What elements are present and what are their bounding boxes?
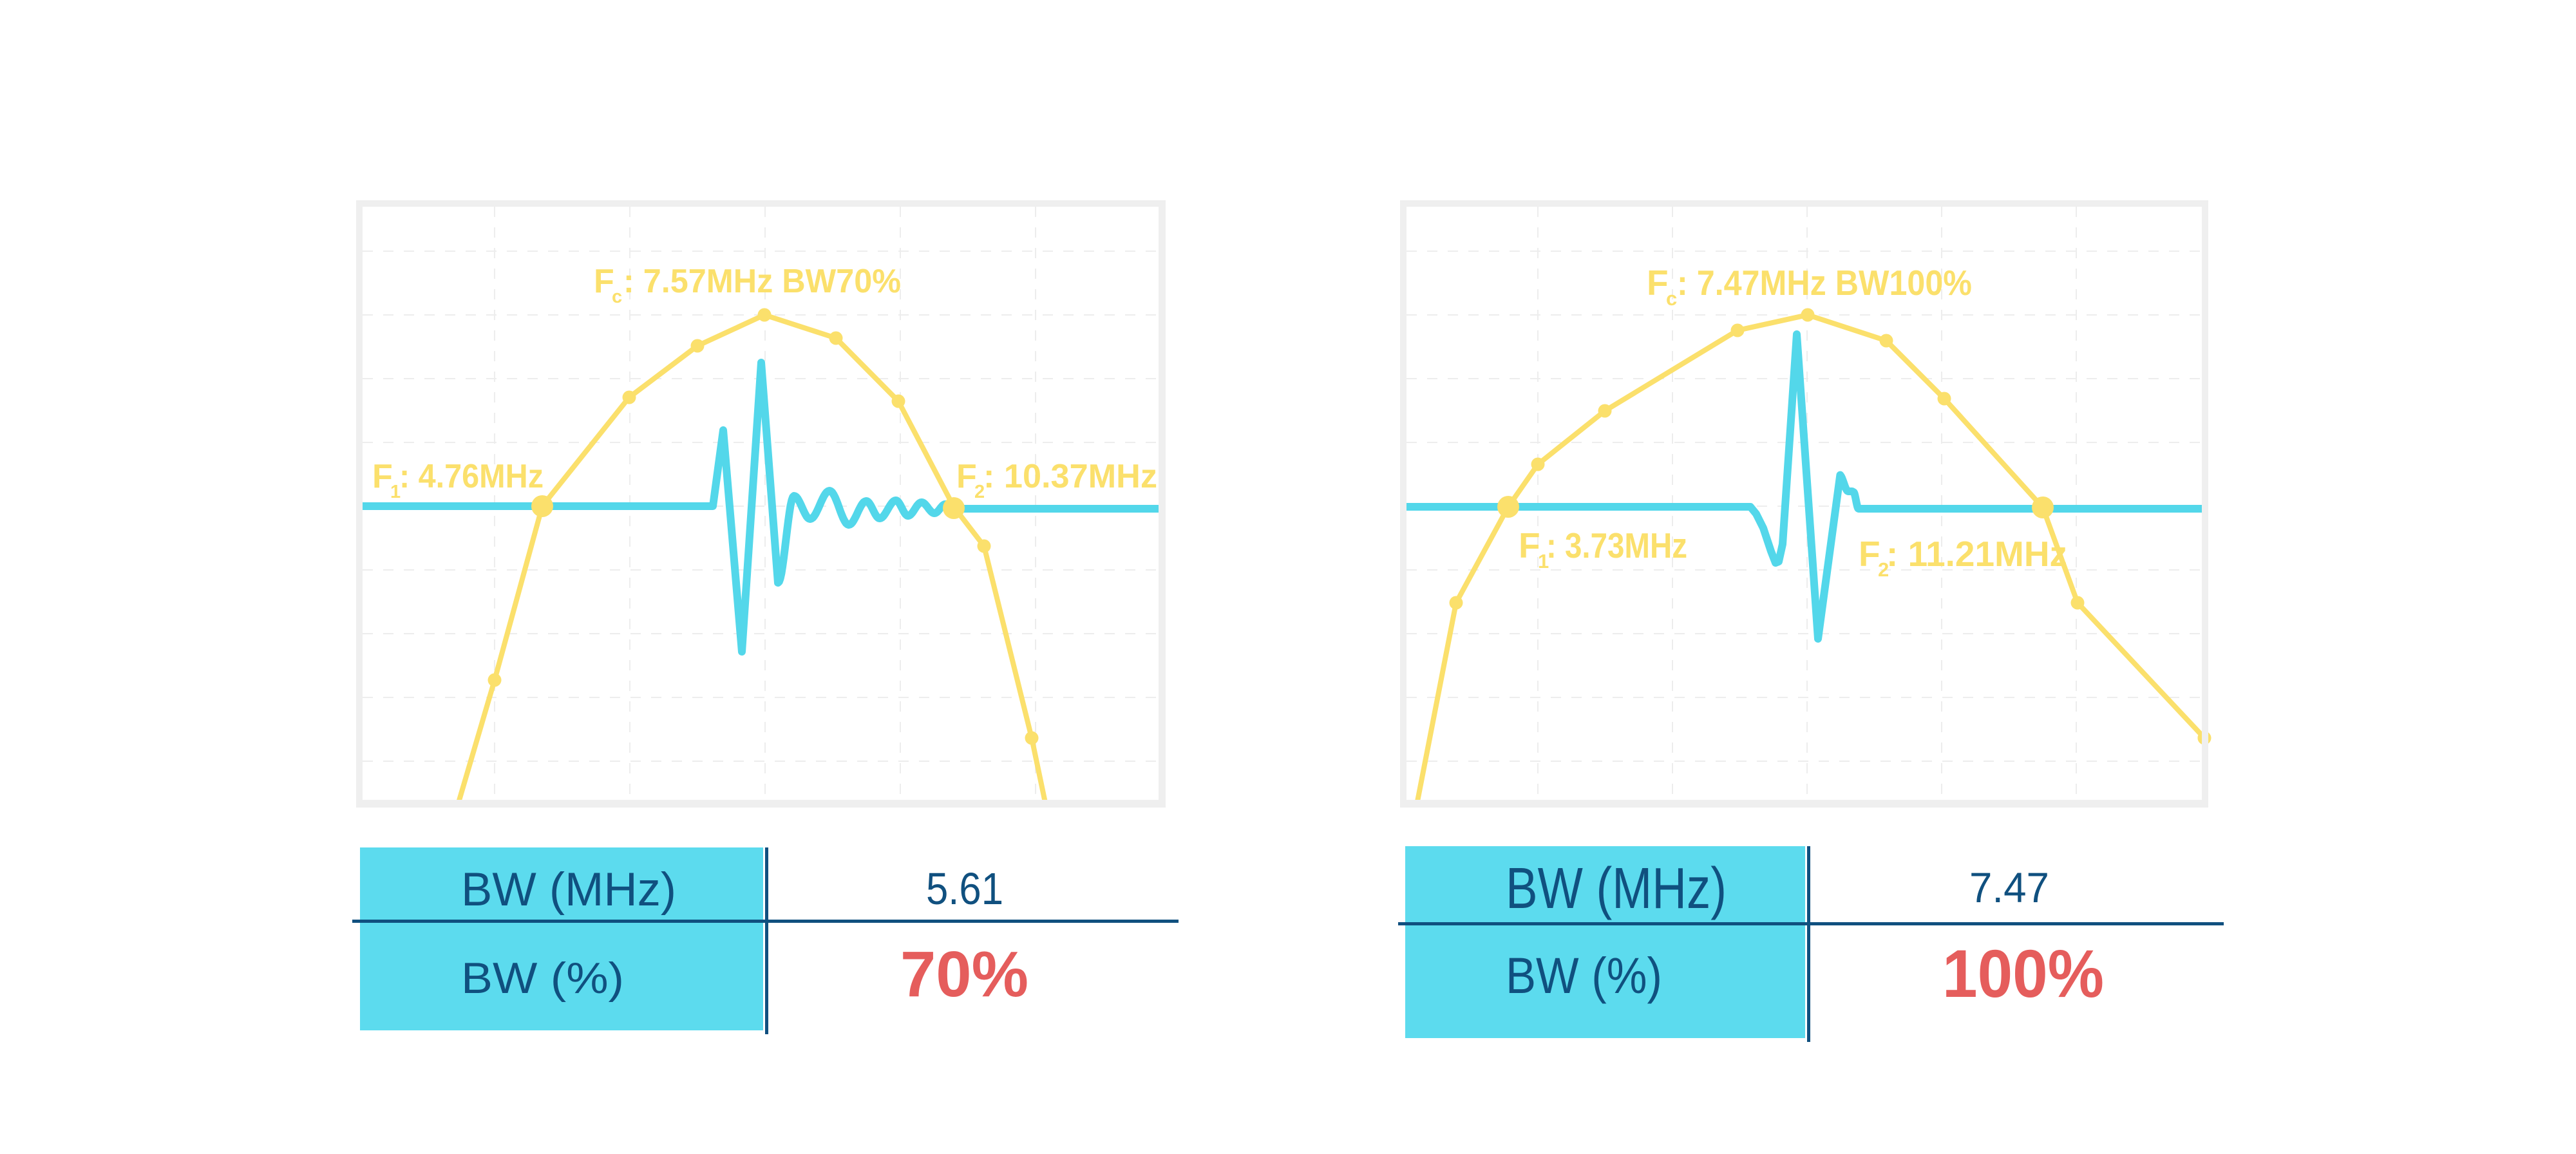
svg-text:2: 2 — [1878, 558, 1889, 581]
svg-text:1: 1 — [390, 482, 401, 502]
svg-text:5.61: 5.61 — [926, 864, 1003, 914]
svg-text:BW (%): BW (%) — [461, 954, 624, 1003]
svg-text:BW (%): BW (%) — [1506, 947, 1662, 1004]
svg-text:7.47: 7.47 — [1969, 864, 2049, 911]
svg-text:F: F — [1647, 263, 1669, 303]
svg-text:: 7.47MHz BW100%: : 7.47MHz BW100% — [1677, 263, 1972, 303]
svg-text:c: c — [1666, 287, 1677, 310]
svg-text:c: c — [612, 287, 622, 307]
svg-text:BW (MHz): BW (MHz) — [1506, 856, 1727, 921]
svg-text:: 3.73MHz: : 3.73MHz — [1546, 525, 1687, 565]
svg-text:2: 2 — [974, 482, 985, 502]
svg-text:F: F — [372, 458, 393, 495]
svg-text:F: F — [594, 263, 614, 300]
svg-text:: 10.37MHz: : 10.37MHz — [983, 458, 1157, 495]
svg-text:1: 1 — [1538, 550, 1549, 572]
svg-text:F: F — [1859, 534, 1880, 574]
svg-text:BW (MHz): BW (MHz) — [461, 864, 676, 916]
svg-text:: 4.76MHz: : 4.76MHz — [399, 458, 544, 495]
svg-text:: 7.57MHz BW70%: : 7.57MHz BW70% — [623, 263, 901, 300]
svg-text:F: F — [1519, 525, 1540, 565]
svg-text:100%: 100% — [1942, 936, 2104, 1012]
svg-text:F: F — [956, 458, 977, 495]
svg-text:70%: 70% — [900, 938, 1028, 1010]
svg-text:: 11.21MHz: : 11.21MHz — [1886, 534, 2067, 574]
